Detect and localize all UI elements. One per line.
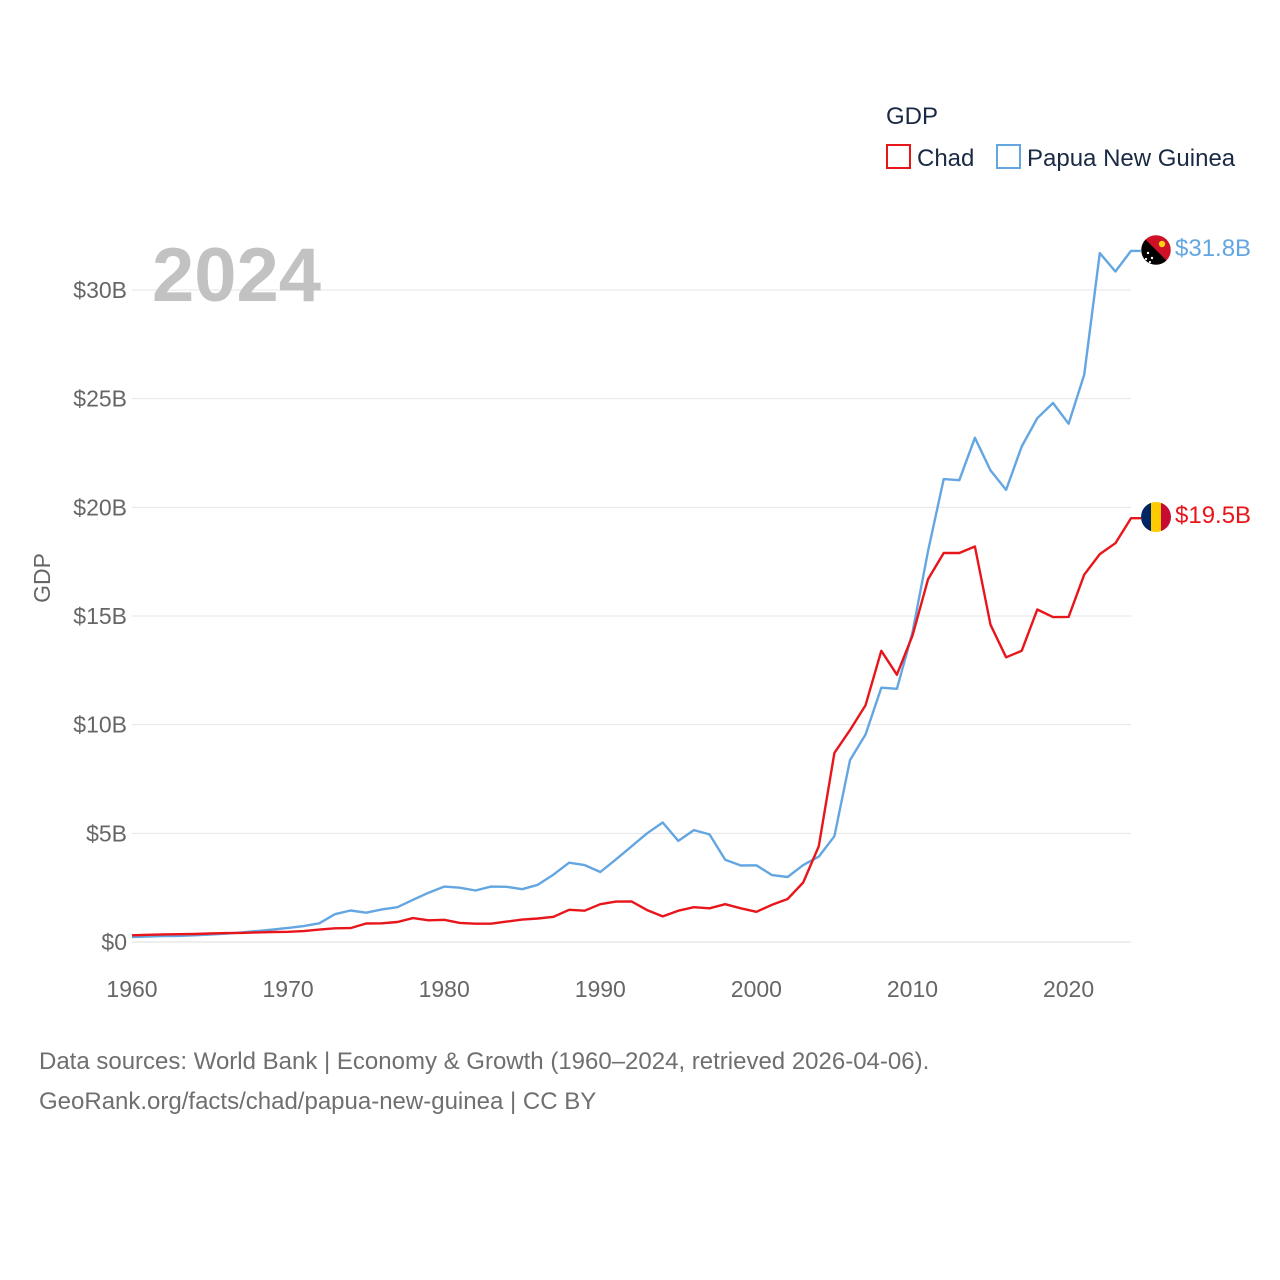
end-label-papua-new-guinea: $31.8B <box>1175 235 1251 262</box>
attribution-text: GeoRank.org/facts/chad/papua-new-guinea … <box>39 1088 597 1115</box>
legend: GDP Chad Papua New Guinea <box>886 103 1236 172</box>
year-label: 2024 <box>152 233 321 318</box>
grid <box>132 289 1131 943</box>
png-flag-icon <box>1141 235 1171 265</box>
data-source-text: Data sources: World Bank | Economy & Gro… <box>39 1048 930 1075</box>
x-axis-ticks: 1960 1970 1980 1990 2000 2010 2020 <box>106 976 1094 1002</box>
x-tick-label: 1990 <box>575 976 626 1002</box>
y-axis-label: GDP <box>29 553 55 603</box>
y-tick-label: $30B <box>73 277 127 303</box>
end-label-chad: $19.5B <box>1175 502 1251 529</box>
y-tick-label: $10B <box>73 712 127 738</box>
legend-label-papua-new-guinea: Papua New Guinea <box>1027 145 1236 172</box>
footer: Data sources: World Bank | Economy & Gro… <box>39 1042 1239 1122</box>
y-tick-label: $5B <box>86 820 127 846</box>
x-tick-label: 2000 <box>731 976 782 1002</box>
y-tick-label: $0 <box>101 929 127 955</box>
legend-label-chad: Chad <box>917 145 974 172</box>
legend-swatch-chad <box>886 144 911 169</box>
series-line-papua-new-guinea <box>131 249 1141 939</box>
x-tick-label: 1970 <box>263 976 314 1002</box>
series-line-chad <box>131 517 1141 937</box>
legend-title: GDP <box>886 103 938 130</box>
x-tick-label: 1960 <box>106 976 157 1002</box>
y-tick-label: $20B <box>73 494 127 520</box>
chad-flag-icon <box>1141 502 1171 532</box>
y-tick-label: $15B <box>73 603 127 629</box>
y-tick-label: $25B <box>73 386 127 412</box>
x-tick-label: 2020 <box>1043 976 1094 1002</box>
x-tick-label: 2010 <box>887 976 938 1002</box>
legend-swatch-papua-new-guinea <box>996 144 1021 169</box>
x-tick-label: 1980 <box>419 976 470 1002</box>
series <box>131 249 1141 939</box>
y-axis-ticks: $0 $5B $10B $15B $20B $25B $30B <box>73 277 127 955</box>
